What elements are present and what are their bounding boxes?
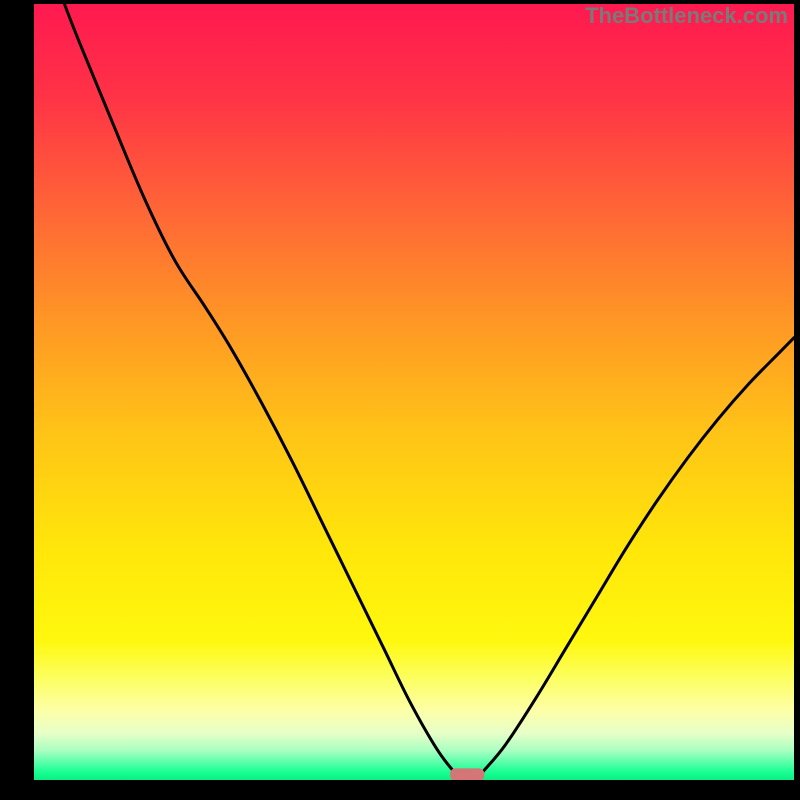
gradient-background — [34, 4, 794, 780]
optimal-point-marker — [450, 768, 484, 780]
watermark-text: TheBottleneck.com — [585, 3, 788, 29]
bottleneck-chart-svg — [34, 4, 794, 780]
chart-container: TheBottleneck.com — [0, 0, 800, 800]
plot-area — [34, 4, 794, 780]
